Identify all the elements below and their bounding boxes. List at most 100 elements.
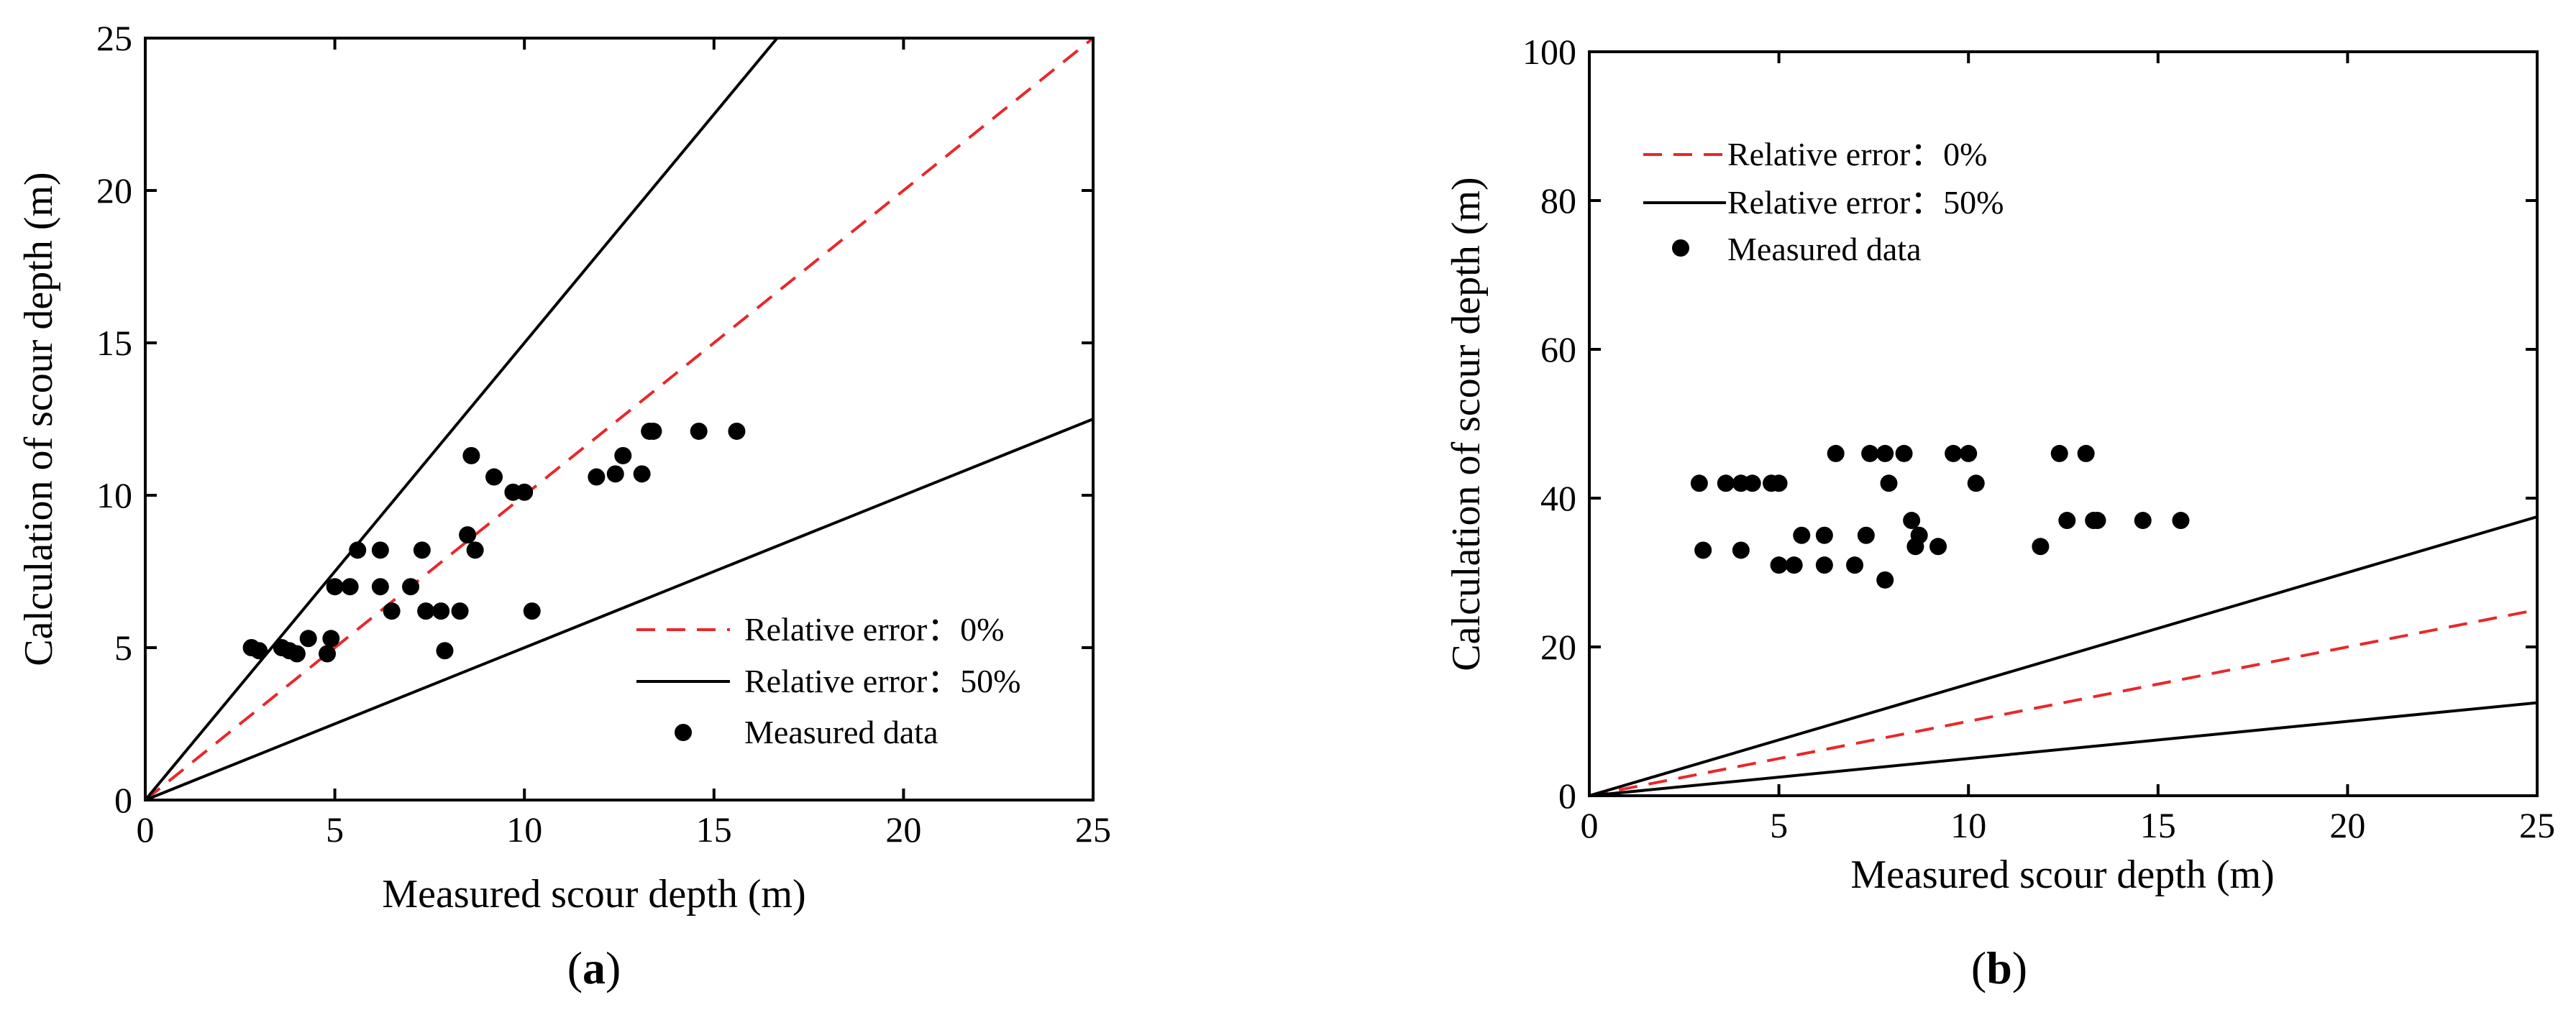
panel-a-data-point-8 (322, 630, 340, 648)
panel-a-x-tick-label-25: 25 (1075, 809, 1111, 850)
panel-a-y-axis-title: Calculation of scour depth (m) (17, 172, 61, 666)
panel-b-data-point-24 (1910, 526, 1928, 544)
panel-b-x-tick-label-10: 10 (1950, 805, 1986, 845)
chart-panel-b: 0 5 10 15 20 25 0 20 40 60 80 100 Measured scour de… (1444, 32, 2555, 993)
panel-b-reference-lines (1589, 515, 2537, 796)
panel-b-data-point-20 (1880, 474, 1898, 492)
panel-a-reference-line-2 (145, 38, 779, 800)
panel-a-legend-label-measured: Measured data (744, 714, 938, 750)
panel-a-data-point-24 (485, 468, 503, 486)
panel-b-data-point-36 (2172, 512, 2190, 530)
panel-a-legend-marker-measured (675, 724, 692, 741)
panel-b-data-point-10 (1785, 556, 1803, 574)
panel-a-data-point-16 (413, 541, 431, 559)
panel-a-plot-frame (144, 37, 1095, 801)
panel-b-data-point-26 (1945, 444, 1963, 462)
panel-b-data-point-25 (1929, 538, 1947, 556)
panel-a-data-point-30 (614, 446, 632, 464)
panel-b-y-axis-title: Calculation of scour depth (m) (1444, 177, 1489, 671)
panel-b-legend: Relative error：0% Relative error：50% Mea… (1643, 136, 2004, 267)
panel-b-data-point-34 (2088, 512, 2106, 530)
panel-a-label: (a) (567, 942, 621, 993)
panel-a-data-point-27 (523, 602, 541, 620)
panel-a-data-point-17 (417, 602, 435, 620)
panel-a-data-point-12 (371, 541, 389, 559)
panel-a-data-point-22 (462, 446, 480, 464)
panel-a-y-tick-label-0: 0 (114, 780, 132, 820)
panel-b-legend-label-measured: Measured data (1727, 231, 1922, 267)
panel-b-data-point-13 (1815, 556, 1833, 574)
chart-panel-a: 0 5 10 15 20 25 0 5 10 15 20 25 Measured scour dept… (17, 18, 1111, 993)
panel-a-data-point-14 (383, 602, 401, 620)
panel-a-x-axis-title: Measured scour depth (m) (382, 872, 805, 916)
panel-a-y-tick-label-5: 5 (114, 628, 132, 668)
panel-a-data-point-33 (644, 422, 662, 440)
panel-b-data-point-18 (1876, 444, 1894, 462)
panel-b-data-point-3 (1717, 474, 1735, 492)
panel-b-data-point-27 (1960, 444, 1978, 462)
panel-b-x-tick-label-25: 25 (2519, 805, 2555, 845)
panel-b-reference-line-3 (1589, 701, 2537, 796)
panel-a-x-tick-label-15: 15 (696, 809, 732, 850)
panel-b-data-point-11 (1793, 526, 1811, 544)
panel-a-data-point-34 (690, 422, 708, 440)
panel-a-reference-line-3 (145, 418, 1093, 800)
panel-a-data-point-7 (319, 645, 337, 663)
panel-b-data-point-15 (1846, 556, 1864, 574)
panel-a-data-point-19 (436, 642, 454, 660)
panel-b-x-tick-label-15: 15 (2140, 805, 2176, 845)
panel-a-x-tick-label-10: 10 (506, 809, 542, 850)
panel-b-tick-labels: 0 5 10 15 20 25 0 20 40 60 80 100 (1522, 32, 2555, 845)
panel-a-x-tick-label-0: 0 (137, 809, 155, 850)
panel-b-y-tick-label-0: 0 (1558, 776, 1576, 816)
panel-b-x-axis-title: Measured scour depth (m) (1850, 853, 2274, 897)
panel-b-data-point-1 (1690, 474, 1708, 492)
panel-a-legend-label-0pct: Relative error：0% (744, 611, 1004, 648)
panel-b-legend-label-50pct: Relative error：50% (1727, 184, 2004, 221)
panel-a-data-point-28 (588, 468, 606, 486)
panel-b-ticks (1588, 50, 2539, 797)
panel-b-data-point-8 (1770, 474, 1788, 492)
panel-b-data-point-16 (1857, 526, 1875, 544)
panel-b-data-point-30 (2050, 444, 2068, 462)
panel-a-marks (145, 38, 1093, 800)
panel-b-legend-marker-measured (1672, 239, 1689, 257)
panel-b-data-point-17 (1861, 444, 1879, 462)
panel-a-data-point-13 (371, 578, 389, 596)
panel-a-data-point-26 (516, 483, 534, 501)
panel-a-x-tick-label-5: 5 (326, 809, 344, 850)
panel-b-data-point-5 (1732, 541, 1750, 559)
panel-b-data-point-32 (2077, 444, 2095, 462)
panel-a-reference-lines (145, 38, 1093, 800)
panel-b-y-tick-label-100: 100 (1522, 32, 1576, 72)
panel-a-data-point-6 (299, 630, 317, 648)
panel-a-data-point-21 (459, 526, 477, 544)
panel-b-data-point-19 (1876, 571, 1894, 589)
panel-b-reference-line-2 (1589, 515, 2537, 796)
panel-b-x-tick-label-20: 20 (2329, 805, 2365, 845)
panel-b-data-point-21 (1895, 444, 1913, 462)
panel-b-data-point-29 (2032, 538, 2050, 556)
panel-b-data-point-35 (2134, 512, 2152, 530)
panel-a-reference-line-1 (145, 38, 1093, 800)
panel-a-legend: Relative error：0% Relative error：50% Mea… (636, 611, 1020, 750)
panel-b-x-tick-label-5: 5 (1770, 805, 1788, 845)
panel-a-y-tick-label-20: 20 (96, 170, 132, 211)
panel-a-x-tick-label-20: 20 (885, 809, 921, 850)
panel-b-data-point-6 (1743, 474, 1761, 492)
panel-b-data-point-12 (1815, 526, 1833, 544)
panel-a-data-point-23 (466, 541, 484, 559)
panel-b-legend-label-0pct: Relative error：0% (1727, 136, 1987, 173)
panel-b-y-tick-label-40: 40 (1540, 478, 1576, 518)
panel-b-x-tick-label-0: 0 (1581, 805, 1599, 845)
panel-a-ticks (144, 37, 1095, 801)
panel-b-y-tick-label-60: 60 (1540, 329, 1576, 369)
panel-a-data-point-5 (288, 645, 306, 663)
panel-b-data-point-22 (1903, 512, 1921, 530)
panel-a-data-point-20 (451, 602, 469, 620)
panel-a-data-point-31 (633, 465, 651, 483)
panel-b-data-point-28 (1967, 474, 1985, 492)
panel-b-label: (b) (1971, 942, 2027, 993)
panel-a-y-tick-label-25: 25 (96, 18, 132, 58)
panel-b-plot-frame (1588, 50, 2539, 797)
